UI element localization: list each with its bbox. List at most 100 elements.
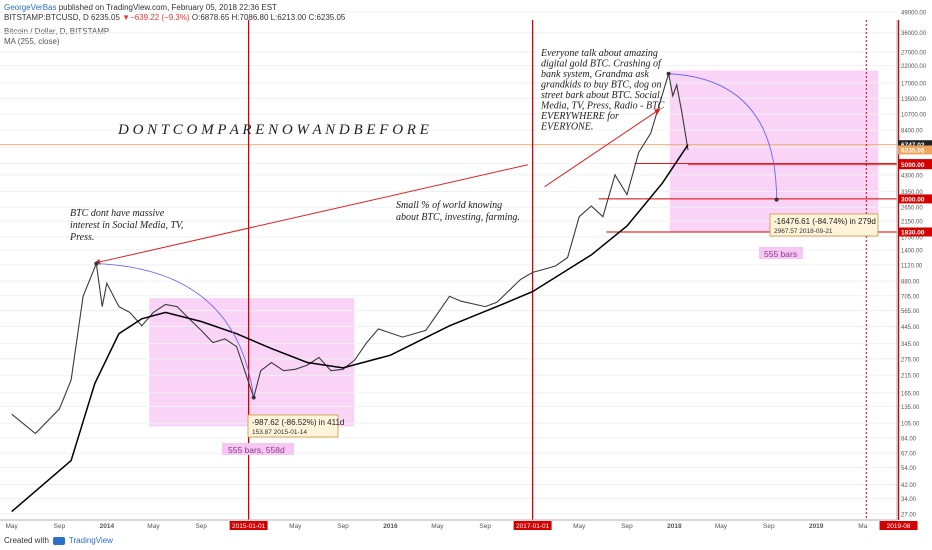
author-link[interactable]: GeorgeVerBas [4, 3, 57, 12]
change: −639.22 (−9.3%) [130, 13, 190, 22]
x-tick-label: May [6, 523, 19, 530]
right-note-line: Everyone talk about amazing [540, 48, 658, 59]
x-tick-label: Sep [479, 523, 491, 530]
measure-box-2014 [149, 298, 355, 427]
right-note-line: EVERYWHERE for [540, 111, 619, 122]
x-date-marker-bg [879, 521, 918, 530]
anchor-point [94, 261, 99, 266]
y-tick-label: 705.00 [901, 294, 920, 300]
y-tick-label: 135.00 [901, 405, 920, 411]
price-label: 1830.00 [901, 229, 925, 236]
range-boxes [149, 70, 879, 427]
y-tick-label: 445.00 [901, 325, 920, 331]
moving-average-line [11, 144, 689, 513]
series-lines [11, 73, 689, 513]
down-arrow-icon: ▼ [122, 13, 131, 22]
grid [0, 11, 897, 515]
price-label: 5000.00 [901, 162, 925, 169]
x-tick-label: Sep [763, 523, 775, 530]
y-tick-label: 215.00 [901, 374, 920, 380]
x-date-marker-bg [513, 521, 552, 530]
measure2-label-box [769, 213, 879, 237]
ohlc: O:6878.65 H:7086.80 L:6213.00 C:6235.05 [191, 13, 346, 22]
price-label-bg [898, 145, 932, 155]
y-tick-label: 3350.00 [901, 190, 923, 196]
price-line [11, 73, 689, 435]
publish-info: GeorgeVerBas published on TradingView.co… [4, 3, 277, 12]
footer: Created with TradingView [4, 536, 113, 545]
y-tick-label: 10700.00 [901, 112, 927, 118]
x-axis: May Sep 2014 May Sep 2015-01-01 May Sep 2016 May S… [0, 519, 918, 530]
y-tick-label: 27.00 [901, 513, 917, 519]
y-tick-label: 4300.00 [901, 173, 923, 179]
created-with-text: Created with [4, 536, 49, 545]
y-tick-label: 42.00 [901, 483, 917, 489]
measure2-label-line2: 2967.57 2018-09-21 [774, 228, 833, 235]
indicator-label: MA (255, close) [4, 37, 60, 46]
left-note-line: interest in Social Media, TV, [70, 220, 184, 231]
x-tick-label: Ma [858, 523, 867, 530]
left-note-line: Press. [69, 232, 94, 243]
last-price: 6235.05 [90, 13, 120, 22]
right-note-line: bank system, Grandma ask [541, 69, 649, 80]
y-tick-label: 1400.00 [901, 248, 923, 254]
price-label-bg [898, 140, 932, 150]
y-tick-label: 2650.00 [901, 206, 923, 212]
y-tick-label: 84.00 [901, 437, 917, 443]
chart-title: D O N T C O M P A R E N O W A N D B E F … [117, 122, 429, 138]
right-note-line: digital gold BTC. Crashing of [541, 59, 662, 70]
x-tick-label: Sep [54, 523, 66, 530]
x-tick-label: 2016 [383, 523, 398, 530]
symbol-info: BITSTAMP:BTCUSD, D 6235.05 ▼−639.22 (−9.… [4, 13, 345, 22]
bars-label-2: 555 bars [764, 249, 797, 259]
right-note-line: Media, TV, Press, Radio - BTC [540, 101, 665, 112]
y-tick-label: 8400.00 [901, 129, 923, 135]
y-tick-label: 275.00 [901, 357, 920, 363]
y-tick-label: 1120.00 [901, 263, 923, 269]
y-tick-label: 36000.00 [901, 31, 927, 37]
mid-note-line: about BTC, investing, farming. [396, 212, 520, 223]
x-tick-label: May [289, 523, 302, 530]
symbol: BITSTAMP:BTCUSD, D [4, 13, 89, 22]
measure1-label-line2: 153.87 2015-01-14 [252, 429, 307, 436]
mid-note-line: Small % of world knowing [396, 200, 502, 211]
y-tick-label: 2150.00 [901, 220, 923, 226]
bars-label-1: 555 bars, 558d [228, 445, 285, 455]
price-label: 3000.00 [901, 196, 925, 203]
x-tick-label: 2019 [809, 523, 824, 530]
y-tick-label: 17000.00 [901, 81, 927, 87]
measure1-label-line1: -987.62 (-86.52%) in 411d [252, 418, 344, 427]
y-tick-label: 1700.00 [901, 235, 923, 241]
right-note-line: street bark about BTC. Social, [541, 90, 662, 101]
arrow-to-2013-peak [94, 164, 529, 265]
x-tick-label: 2018 [667, 523, 682, 530]
measure2-label-line1: -16476.61 (-84.74%) in 279d [774, 217, 876, 226]
tradingview-link[interactable]: TradingView [68, 536, 113, 545]
y-tick-label: 27000.00 [901, 50, 927, 56]
right-note-line: EVERYONE. [540, 122, 593, 133]
instrument-title: Bitcoin / Dollar, D, BITSTAMP [4, 27, 110, 36]
y-tick-label: 54.00 [901, 466, 917, 472]
x-tick-label: 2015-01-01 [232, 523, 266, 530]
price-label-bg [898, 194, 932, 204]
price-label: 6235.05 [901, 147, 925, 154]
x-tick-label: Sep [621, 523, 633, 530]
right-note-line: grandkids to buy BTC, dog on [541, 80, 662, 91]
y-tick-label: 34.00 [901, 497, 917, 503]
x-tick-label: May [431, 523, 444, 530]
y-tick-label: 13500.00 [901, 97, 927, 103]
anchor-point [774, 197, 779, 202]
x-tick-label: May [147, 523, 160, 530]
y-tick-label: 165.00 [901, 391, 920, 397]
y-tick-label: 565.00 [901, 309, 920, 315]
y-tick-label: 67.00 [901, 452, 917, 458]
y-tick-label: 49000.00 [901, 11, 927, 17]
price-label-bg [898, 227, 932, 237]
left-note-line: BTC dont have massive [70, 208, 165, 219]
x-tick-label: 2014 [100, 523, 115, 530]
measure1-label-box [247, 414, 339, 438]
bars-label-2-bg [759, 247, 803, 259]
x-tick-label: Sep [195, 523, 207, 530]
bars-label-1-bg [222, 443, 294, 455]
